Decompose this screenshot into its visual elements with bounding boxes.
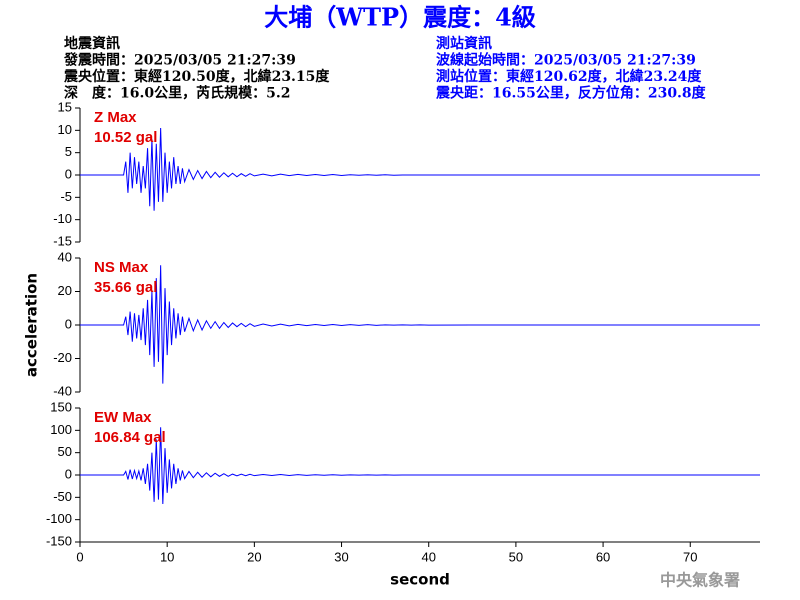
- annotation: EW Max: [94, 409, 152, 426]
- x-tick-label: 50: [509, 549, 523, 564]
- trace: [80, 127, 760, 211]
- y-tick-label: 40: [58, 249, 72, 264]
- header-right-line: 波線起始時間：2025/03/05 21:27:39: [436, 52, 696, 69]
- annotation: NS Max: [94, 259, 149, 276]
- y-tick-label: -5: [60, 189, 72, 204]
- header-right-line: 震央距：16.55公里，反方位角：230.8度: [435, 85, 707, 102]
- header-right-line: 測站位置：東經120.62度，北緯23.24度: [436, 68, 702, 85]
- footer: 中央氣象署: [660, 571, 740, 590]
- annotation: 10.52 gal: [94, 129, 157, 146]
- x-tick-label: 30: [334, 549, 348, 564]
- x-tick-label: 10: [160, 549, 174, 564]
- y-tick-label: 150: [50, 399, 72, 414]
- y-tick-label: 50: [58, 444, 72, 459]
- x-tick-label: 0: [76, 549, 83, 564]
- y-tick-label: 10: [58, 122, 72, 137]
- annotation: 35.66 gal: [94, 279, 157, 296]
- y-axis-label: acceleration: [23, 273, 41, 377]
- x-axis-label: second: [390, 571, 450, 589]
- trace: [80, 265, 760, 384]
- header-left-line: 震央位置：東經120.50度，北緯23.15度: [63, 68, 330, 85]
- y-tick-label: 20: [58, 283, 72, 298]
- y-tick-label: 100: [50, 422, 72, 437]
- y-tick-label: 0: [65, 316, 72, 331]
- x-tick-label: 40: [421, 549, 435, 564]
- trace: [80, 427, 760, 505]
- y-tick-label: -100: [46, 511, 72, 526]
- y-tick-label: 0: [65, 166, 72, 181]
- header-left-line: 發震時間：2025/03/05 21:27:39: [63, 52, 296, 69]
- x-tick-label: 70: [683, 549, 697, 564]
- header-left-line: 地震資訊: [64, 35, 120, 52]
- x-tick-label: 60: [596, 549, 610, 564]
- y-tick-label: -15: [53, 233, 72, 248]
- annotation: Z Max: [94, 109, 137, 126]
- y-tick-label: -10: [53, 211, 72, 226]
- y-tick-label: -40: [53, 383, 72, 398]
- y-tick-label: 15: [58, 99, 72, 114]
- y-tick-label: -20: [53, 350, 72, 365]
- x-tick-label: 20: [247, 549, 261, 564]
- header-right-line: 測站資訊: [436, 35, 492, 52]
- y-tick-label: 0: [65, 466, 72, 481]
- header-left-line: 深 度：16.0公里，芮氏規模：5.2: [64, 85, 290, 102]
- y-tick-label: -50: [53, 489, 72, 504]
- chart-title: 大埔（WTP）震度：4級: [264, 3, 536, 32]
- y-tick-label: 5: [65, 144, 72, 159]
- annotation: 106.84 gal: [94, 429, 166, 446]
- y-tick-label: -150: [46, 533, 72, 548]
